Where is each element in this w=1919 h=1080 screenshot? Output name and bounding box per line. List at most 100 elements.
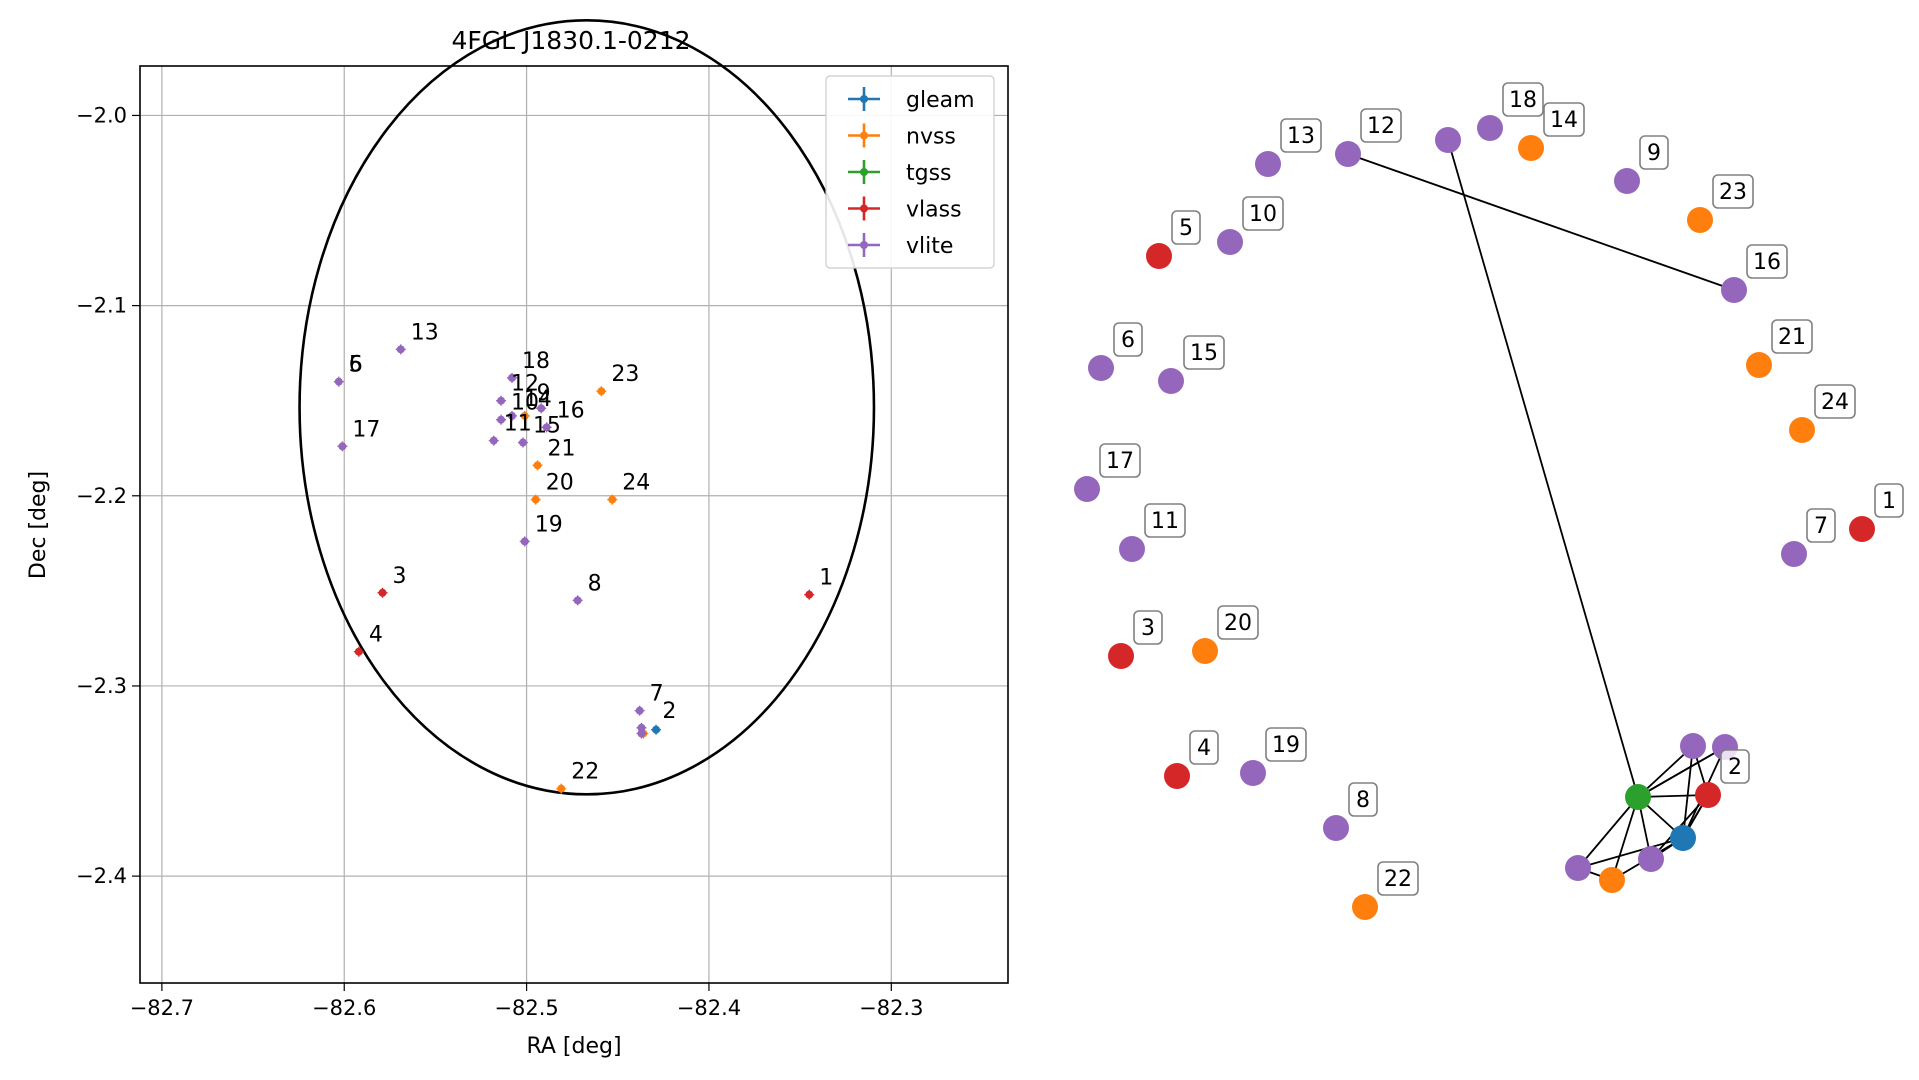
node-label-text: 15 (1190, 341, 1218, 366)
network-node-label: 11 (1144, 503, 1186, 538)
network-node (1599, 867, 1625, 893)
node-label-text: 19 (1272, 733, 1300, 758)
node-label-text: 5 (1179, 216, 1193, 241)
data-point-nvss (532, 460, 543, 471)
network-node (1565, 855, 1591, 881)
network-node (1687, 207, 1713, 233)
point-annotation: 9 (537, 381, 551, 406)
legend-label: nvss (906, 125, 956, 150)
network-node-label: 7 (1806, 508, 1836, 543)
node-label-text: 12 (1367, 114, 1395, 139)
point-annotation: 22 (571, 760, 599, 785)
point-annotation: 18 (522, 349, 550, 374)
legend-box (825, 75, 995, 269)
point-annotation: 5 (349, 353, 363, 378)
network-node (1164, 763, 1190, 789)
network-node-label: 23 (1712, 174, 1754, 209)
network-node-label: 15 (1183, 335, 1225, 370)
network-node (1323, 815, 1349, 841)
x-axis-ticks: −82.7 −82.6 −82.5 −82.4 −82.3 (130, 983, 923, 1020)
x-axis-label: RA [deg] (526, 1034, 621, 1059)
point-annotation: 12 (511, 372, 539, 397)
data-point-nvss (530, 494, 541, 505)
data-point-vlite (517, 437, 528, 448)
point-annotation: 11 (504, 412, 532, 437)
network-node (1217, 229, 1243, 255)
network-node-label: 9 (1639, 135, 1669, 170)
y-tick-label: −2.2 (76, 484, 127, 508)
network-node (1638, 846, 1664, 872)
x-tick-label: −82.4 (677, 996, 741, 1020)
point-annotation: 14 (524, 387, 552, 412)
data-point-vlite (636, 728, 647, 739)
network-edge (1611, 796, 1639, 881)
node-label-text: 20 (1224, 611, 1252, 636)
data-point-nvss (556, 783, 567, 794)
y-tick-label: −2.3 (76, 674, 127, 698)
network-node-label: 8 (1348, 782, 1378, 817)
network-node-label: 13 (1280, 118, 1322, 153)
data-point-vlite (395, 344, 406, 355)
network-node-label: 20 (1217, 605, 1259, 640)
data-point-vlass (353, 646, 364, 657)
network-node-label: 24 (1814, 384, 1856, 419)
network-node (1781, 541, 1807, 567)
legend-entry-gleam: gleam (848, 87, 975, 113)
y-tick-label: −2.0 (76, 103, 127, 127)
data-point-vlite (634, 705, 645, 716)
network-node-label: 6 (1113, 322, 1143, 357)
point-annotation: 4 (369, 623, 383, 648)
x-tick-label: −82.3 (859, 996, 923, 1020)
y-axis-label: Dec [deg] (26, 471, 51, 579)
source-points (333, 344, 815, 794)
network-node-label: 4 (1189, 730, 1219, 765)
point-annotation: 19 (535, 512, 563, 537)
node-label-text: 24 (1821, 390, 1849, 415)
network-node (1146, 243, 1172, 269)
plot-frame (139, 65, 1009, 984)
network-node (1158, 368, 1184, 394)
node-label-text: 16 (1753, 250, 1781, 275)
node-label-text: 6 (1121, 328, 1135, 353)
network-node-label: 12 (1360, 108, 1402, 143)
network-node-label: 18 (1502, 82, 1544, 117)
point-annotation: 2 (662, 699, 676, 724)
data-point-vlite (333, 376, 344, 387)
network-node-label: 2 (1720, 749, 1750, 784)
data-point-vlass (377, 587, 388, 598)
network-node (1614, 168, 1640, 194)
network-node (1240, 760, 1266, 786)
point-annotation: 15 (533, 414, 561, 439)
network-edge (1637, 746, 1726, 798)
node-label-text: 11 (1151, 509, 1179, 534)
y-axis-ticks: −2.0 −2.1 −2.2 −2.3 −2.4 (76, 103, 140, 888)
node-label-text: 13 (1287, 124, 1315, 149)
node-label-text: 14 (1550, 108, 1578, 133)
scatter-panel: 4FGL J1830.1-0212 1234567891011121314151… (26, 19, 1009, 1059)
data-point-nvss (519, 410, 530, 421)
point-annotation: 17 (352, 417, 380, 442)
node-label-text: 21 (1778, 325, 1806, 350)
network-edge (1347, 153, 1735, 291)
legend-label: tgss (906, 161, 952, 186)
point-annotation: 8 (588, 571, 602, 596)
point-annotation: 21 (548, 436, 576, 461)
network-node-label: 19 (1265, 727, 1307, 762)
network-node (1108, 643, 1134, 669)
data-point-vlite (541, 422, 552, 433)
network-node (1670, 825, 1696, 851)
point-annotation: 6 (349, 353, 363, 378)
search-ellipse (298, 19, 876, 796)
network-edge (1577, 837, 1684, 869)
node-label-text: 9 (1647, 141, 1661, 166)
node-label-text: 3 (1141, 616, 1155, 641)
point-annotation: 24 (622, 471, 650, 496)
y-tick-label: −2.4 (76, 864, 127, 888)
data-point-vlass (804, 589, 815, 600)
network-node-label: 5 (1171, 210, 1201, 245)
node-label-text: 10 (1249, 202, 1277, 227)
network-node (1695, 782, 1721, 808)
